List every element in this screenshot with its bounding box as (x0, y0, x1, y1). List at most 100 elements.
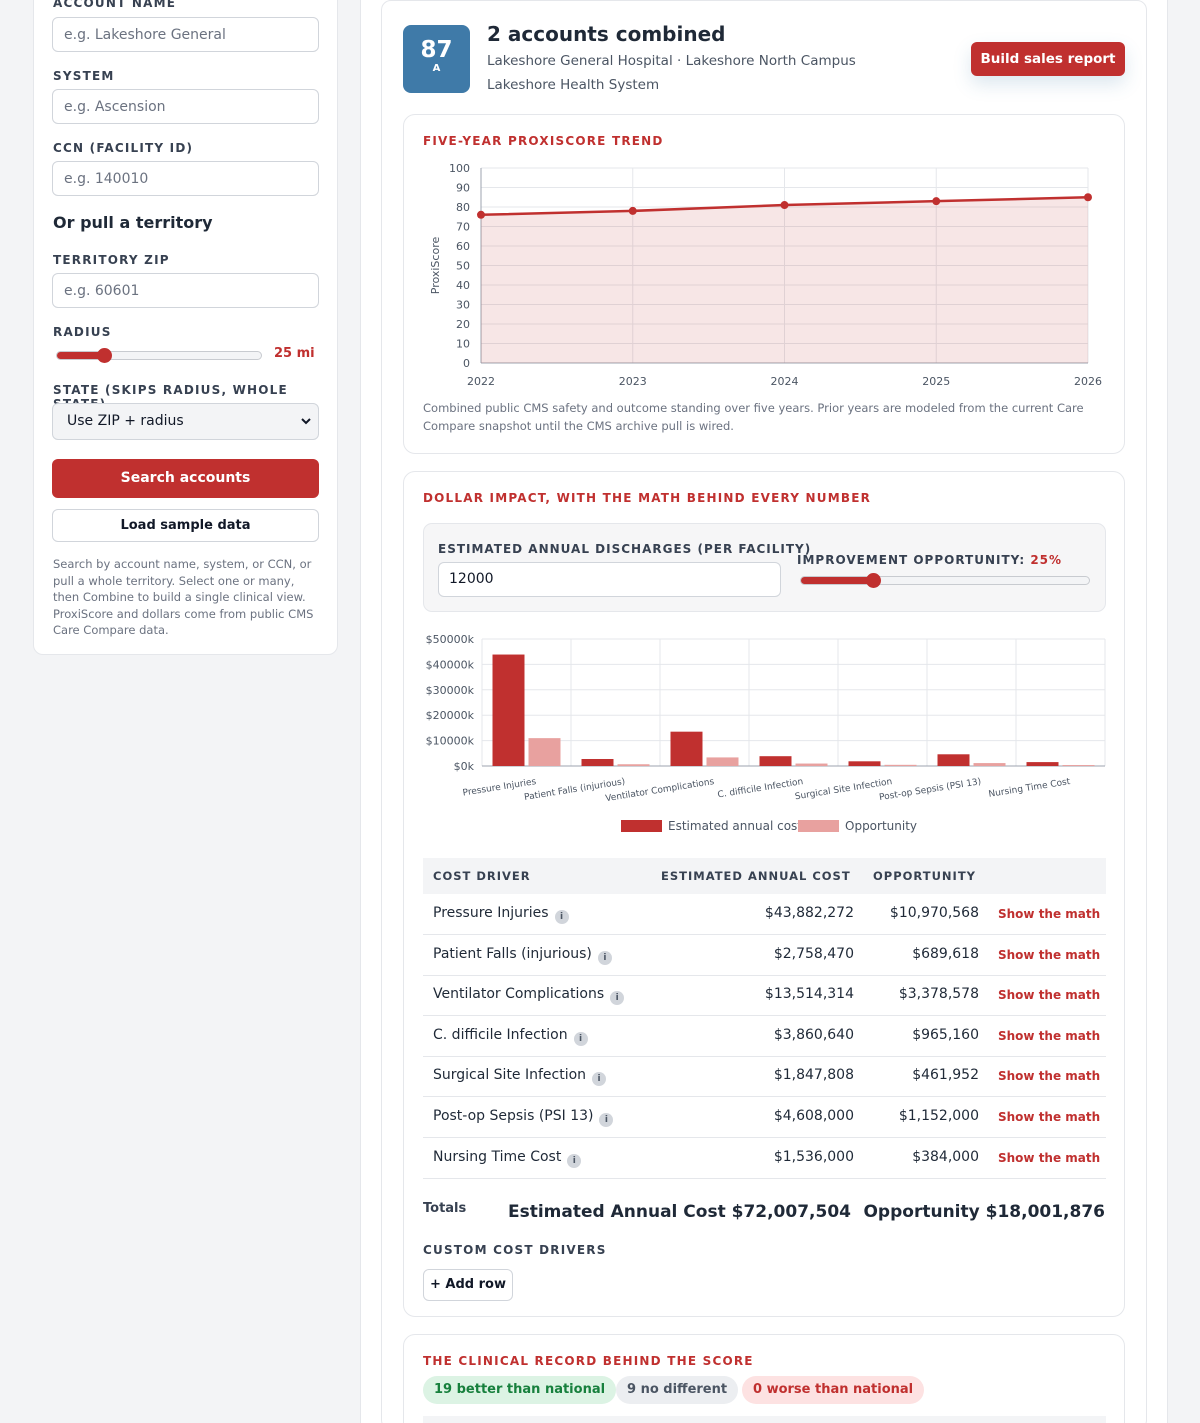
cost-driver-label: Ventilator Complications (433, 986, 605, 1003)
info-icon[interactable]: i (610, 991, 625, 1006)
improvement-label: IMPROVEMENT OPPORTUNITY: 25% (797, 553, 1062, 567)
info-icon[interactable]: i (592, 1072, 607, 1087)
improvement-slider-thumb[interactable] (866, 573, 881, 588)
worse-than-national-badge[interactable]: 0 worse than national (742, 1376, 925, 1404)
cost-driver-name: Nursing Time Cost i (433, 1148, 582, 1168)
x-tick-label: 2024 (771, 375, 799, 388)
opportunity-bar (617, 764, 650, 766)
cost-driver-label: C. difficile Infection (433, 1026, 568, 1043)
show-the-math-link[interactable]: Show the math (998, 988, 1101, 1003)
search-accounts-button[interactable]: Search accounts (52, 459, 319, 498)
table-row: Ventilator Complications i $13,514,314 $3,3… (423, 975, 1106, 1017)
header-cost-driver: COST DRIVER (433, 869, 531, 883)
show-the-math-link[interactable]: Show the math (998, 1028, 1101, 1043)
y-axis-label: ProxiScore (429, 237, 442, 295)
territory-zip-input[interactable] (52, 273, 319, 308)
info-icon[interactable]: i (573, 1031, 588, 1046)
opportunity-cell: $461,952 (912, 1067, 979, 1084)
opportunity-cell: $689,618 (912, 945, 979, 962)
discharges-input[interactable]: 12000 (438, 562, 781, 597)
cost-driver-name: Pressure Injuries i (433, 905, 569, 924)
improvement-slider[interactable] (800, 573, 1090, 588)
cost-driver-label: Pressure Injuries (433, 905, 549, 921)
x-tick-label: Nursing Time Cost (988, 777, 1072, 800)
x-tick-label: 2025 (922, 375, 950, 388)
cost-bar (848, 761, 881, 766)
account-name-input[interactable] (52, 17, 319, 52)
x-tick-label: 2022 (467, 375, 495, 388)
improvement-value: 25% (1030, 553, 1063, 567)
totals-cost: Estimated Annual Cost $72,007,504 (508, 1202, 851, 1222)
opportunity-bar (884, 764, 917, 766)
x-tick-label: C. difficile Infection (717, 777, 804, 800)
territory-heading: Or pull a territory (53, 213, 213, 232)
better-than-national-badge[interactable]: 19 better than national (423, 1376, 617, 1404)
no-different-badge[interactable]: 9 no different (616, 1376, 739, 1404)
info-icon[interactable]: i (567, 1153, 582, 1168)
clinical-section-title: THE CLINICAL RECORD BEHIND THE SCORE (423, 1354, 754, 1368)
radius-slider-thumb[interactable] (96, 348, 112, 363)
cost-driver-label: Surgical Site Infection (433, 1067, 587, 1084)
search-panel: ACCOUNT NAME SYSTEM CCN (FACILITY ID) Or… (33, 0, 338, 655)
radius-slider[interactable] (56, 348, 262, 363)
opportunity-bar (795, 763, 828, 766)
opportunity-cell: $3,378,578 (898, 986, 979, 1003)
cost-driver-name: Surgical Site Infection i (433, 1067, 607, 1087)
y-tick-label: 80 (456, 201, 470, 214)
radius-value: 25 mi (274, 346, 315, 361)
opportunity-bar (528, 738, 561, 766)
y-tick-label: 10 (456, 338, 470, 351)
estimated-annual-cost-cell: $43,882,272 (764, 905, 854, 921)
y-tick-label: $40000k (426, 658, 475, 671)
cost-bar (937, 754, 970, 766)
proxiscore-trend-chart: 0 10 20 30 40 50 60 70 80 90 100 2022 2023 2024 2025 20… (429, 162, 1102, 388)
y-tick-label: 0 (463, 357, 470, 370)
estimated-annual-cost-cell: $1,847,808 (773, 1067, 854, 1084)
y-tick-label: 60 (456, 240, 470, 253)
table-row: Pressure Injuries i $43,882,272 $10,970,568… (423, 894, 1106, 935)
show-the-math-link[interactable]: Show the math (998, 907, 1101, 921)
build-sales-report-button[interactable]: Build sales report (971, 42, 1125, 76)
legend-label: Opportunity (845, 819, 917, 833)
table-row: Post-op Sepsis (PSI 13) i $4,608,000 $1,152… (423, 1097, 1106, 1138)
opportunity-cell: $965,160 (912, 1026, 979, 1043)
y-tick-label: 70 (456, 221, 470, 234)
table-row: C. difficile Infection i $3,860,640 $965,16… (423, 1016, 1106, 1057)
clinical-record-card: THE CLINICAL RECORD BEHIND THE SCORE 19 … (403, 1334, 1125, 1423)
cost-bar (492, 654, 525, 766)
y-tick-label: 90 (456, 182, 470, 195)
ccn-input[interactable] (52, 161, 319, 196)
table-row: Nursing Time Cost i $1,536,000 $384,000 Show… (423, 1138, 1106, 1179)
show-the-math-link[interactable]: Show the math (998, 1150, 1101, 1165)
legend-label: Estimated annual cost (668, 819, 802, 833)
cost-driver-label: Nursing Time Cost (433, 1148, 562, 1165)
account-title: 2 accounts combined (487, 22, 726, 46)
cost-driver-name: Post-op Sepsis (PSI 13) i (433, 1108, 614, 1127)
info-icon[interactable]: i (554, 910, 569, 924)
opportunity-cell: $10,970,568 (889, 905, 979, 921)
state-select[interactable]: Use ZIP + radius (52, 403, 319, 440)
score-area (481, 197, 1088, 363)
x-tick-label: Surgical Site Infection (794, 777, 893, 802)
totals-opportunity: Opportunity $18,001,876 (863, 1202, 1105, 1222)
radius-label: RADIUS (53, 325, 112, 339)
system-input[interactable] (52, 89, 319, 124)
cost-driver-label: Patient Falls (injurious) (433, 945, 592, 962)
show-the-math-link[interactable]: Show the math (998, 1110, 1101, 1124)
show-the-math-link[interactable]: Show the math (998, 1069, 1101, 1084)
data-point (932, 197, 941, 206)
state-selected-value: Use ZIP + radius (67, 413, 184, 429)
show-the-math-link[interactable]: Show the math (998, 947, 1101, 962)
cost-bar (670, 731, 703, 766)
chevron-down-icon (301, 418, 311, 425)
improvement-label-text: IMPROVEMENT OPPORTUNITY: (797, 553, 1026, 567)
add-row-button[interactable]: + Add row (423, 1269, 513, 1301)
account-system: Lakeshore Health System (487, 77, 660, 93)
trend-note: Combined public CMS safety and outcome s… (423, 401, 1084, 433)
load-sample-data-button[interactable]: Load sample data (52, 509, 319, 542)
header-estimated-annual-cost: ESTIMATED ANNUAL COST (661, 869, 851, 883)
info-icon[interactable]: i (599, 1113, 614, 1127)
x-tick-label: 2023 (619, 375, 647, 388)
info-icon[interactable]: i (597, 950, 612, 965)
legend-swatch (621, 820, 662, 832)
